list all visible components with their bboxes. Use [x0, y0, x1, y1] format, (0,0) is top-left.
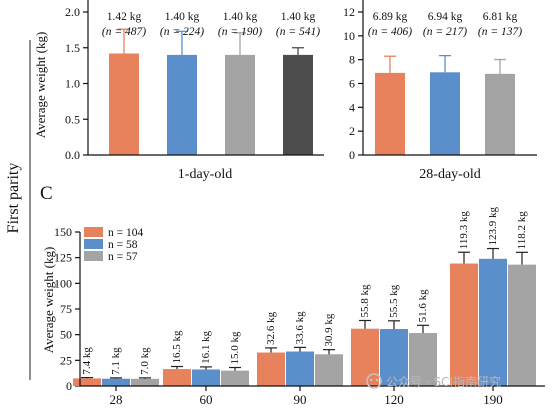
panel-c-bar: [286, 351, 314, 386]
panel-a-bar: [167, 54, 197, 155]
panel-c-bar: [380, 329, 408, 386]
panel-c-value-label: 33.6 kg: [294, 311, 306, 345]
panel-c-x-tick-label: 60: [200, 392, 213, 407]
panel-a-value-label: 1.40 kg: [165, 11, 200, 23]
panel-b-bar: [485, 73, 515, 155]
panel-c-bar: [315, 354, 343, 386]
panel-c-bar: [102, 378, 130, 386]
panel-b-y-tick-label: 12: [343, 5, 355, 19]
legend-label: n = 58: [108, 239, 138, 251]
panel-c-value-label: 30.9 kg: [323, 313, 335, 347]
panel-b-n-label: (n = 217): [423, 26, 467, 38]
panel-a-y-label: Average weight (kg): [33, 32, 48, 139]
panel-c-value-label: 118.2 kg: [516, 211, 528, 250]
panel-c-letter: C: [40, 183, 53, 204]
wechat-icon-dot: [375, 378, 379, 382]
panel-a-y-tick-label: 2.0: [65, 5, 80, 19]
panel-b-value-label: 6.94 kg: [428, 11, 463, 23]
panel-c-value-label: 16.5 kg: [171, 330, 183, 364]
legend-swatch: [84, 239, 103, 249]
panel-c-bar: [163, 369, 191, 386]
panel-c-bar: [221, 370, 249, 386]
watermark: 公众号 · SCI指南研究: [366, 373, 501, 389]
panel-a-y-tick-label: 0.5: [65, 112, 80, 126]
wechat-icon-dot: [369, 378, 373, 382]
panel-c-chart: C Average weight (kg) 0 25 50 75 100 125 150 2…: [40, 183, 545, 407]
panel-c-y-tick-label: 100: [54, 276, 72, 290]
panel-c-value-label: 123.9 kg: [487, 207, 499, 246]
panel-b-chart: 0 2 4 6 8 10 12 6.89 kg (n = 406) 6.94 kg (n = 21…: [343, 0, 537, 182]
panel-c-value-label: 7.1 kg: [110, 347, 122, 375]
panel-c-value-label: 16.1 kg: [200, 330, 212, 364]
panel-b-bar: [430, 72, 460, 155]
panel-c-bar: [508, 264, 536, 386]
wechat-icon: [366, 373, 382, 389]
panel-a-n-label: (n = 487): [102, 26, 146, 38]
legend-swatch: [84, 251, 103, 261]
legend-label: n = 104: [108, 227, 143, 239]
panel-a-value-label: 1.42 kg: [107, 11, 142, 23]
panel-a-chart: Average weight (kg) 0.0 0.5 1.0 1.5 2.0 1.42…: [33, 0, 324, 182]
panel-b-y-tick-label: 2: [349, 124, 355, 138]
panel-a-y-tick-label: 1.0: [65, 77, 80, 91]
panel-a-y-tick-label: 0.0: [65, 148, 80, 162]
panel-c-y-tick-label: 75: [60, 302, 72, 316]
panel-a-n-label: (n = 224): [160, 26, 204, 38]
panel-b-value-label: 6.81 kg: [483, 11, 518, 23]
panel-b-value-label: 6.89 kg: [373, 11, 408, 23]
panel-c-bar: [192, 369, 220, 386]
panel-b-y-tick-label: 4: [349, 100, 355, 114]
panel-a-bar: [283, 54, 313, 155]
panel-c-bar: [257, 352, 285, 386]
row-label: First parity: [5, 163, 22, 234]
panel-a-bar: [225, 54, 255, 155]
legend-label: n = 57: [108, 251, 138, 263]
panel-a-n-label: (n = 541): [276, 26, 320, 38]
panel-c-value-label: 15.0 kg: [229, 331, 241, 365]
panel-c-y-tick-label: 125: [54, 251, 72, 265]
panel-a-n-label: (n = 190): [218, 26, 262, 38]
panel-b-y-tick-label: 0: [349, 148, 355, 162]
panel-c-y-tick-label: 50: [60, 328, 72, 342]
legend-swatch: [84, 227, 103, 237]
panel-c-y-tick-label: 25: [60, 353, 72, 367]
panel-c-bar: [351, 328, 379, 386]
panel-b-y-tick-label: 6: [349, 77, 355, 91]
panel-a-x-label: 1-day-old: [178, 167, 232, 182]
panel-c-y-label: Average weight (kg): [41, 247, 56, 354]
panel-a-value-label: 1.40 kg: [223, 11, 258, 23]
panel-a-y-tick-label: 1.5: [65, 41, 80, 55]
panel-b-y-tick-label: 10: [343, 29, 355, 43]
panel-c-bar: [409, 333, 437, 386]
panel-c-bar: [73, 378, 101, 386]
panel-c-x-tick-label: 90: [294, 392, 307, 407]
panel-c-value-label: 32.6 kg: [265, 311, 277, 345]
panel-b-bar: [375, 72, 405, 155]
panel-c-value-label: 55.5 kg: [388, 284, 400, 318]
panel-c-value-label: 55.8 kg: [359, 284, 371, 318]
panel-c-bar: [131, 378, 159, 386]
panel-c-y-tick-label: 0: [66, 379, 72, 393]
panel-b-n-label: (n = 406): [368, 26, 412, 38]
panel-a-value-label: 1.40 kg: [281, 11, 316, 23]
panel-b-n-label: (n = 137): [478, 26, 522, 38]
panel-a-bar: [109, 53, 139, 155]
panel-c-x-tick-label: 28: [110, 392, 123, 407]
panel-c-value-label: 119.3 kg: [458, 211, 470, 250]
panel-c-bar: [479, 258, 507, 386]
panel-c-x-tick-label: 190: [483, 392, 503, 407]
panel-c-x-tick-label: 120: [384, 392, 404, 407]
panel-c-value-label: 7.0 kg: [139, 347, 151, 375]
panel-c-y-tick-label: 150: [54, 225, 72, 239]
panel-c-value-label: 7.4 kg: [81, 347, 93, 375]
panel-c-value-label: 51.6 kg: [417, 289, 429, 323]
panel-b-y-tick-label: 8: [349, 53, 355, 67]
panel-c-bar: [450, 263, 478, 386]
watermark-text: 公众号 · SCI指南研究: [386, 374, 501, 389]
panel-b-x-label: 28-day-old: [419, 167, 480, 182]
